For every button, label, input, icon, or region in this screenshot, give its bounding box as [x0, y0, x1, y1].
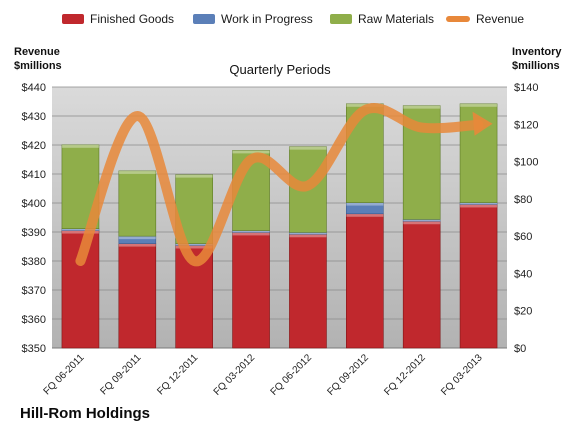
legend-label-raw-materials: Raw Materials	[358, 12, 435, 26]
legend-label-revenue: Revenue	[476, 12, 525, 26]
legend-item-raw-materials: Raw Materials	[330, 12, 434, 26]
right-tick-label: $80	[514, 194, 532, 206]
revenue-arrowhead	[472, 111, 493, 136]
x-tick-label: FQ 09-2012	[325, 352, 371, 398]
left-tick-label: $420	[22, 140, 46, 152]
bar-raw-materials	[118, 170, 157, 237]
legend-swatch-work-in-progress	[193, 14, 215, 24]
bar-finished-goods	[118, 243, 157, 349]
left-axis-title: Revenue $millions	[14, 45, 62, 73]
left-tick-label: $390	[22, 227, 46, 239]
right-axis-title-line-1: Inventory	[512, 46, 562, 58]
bar-finished-goods	[289, 233, 327, 349]
x-tick-label: FQ 09-2011	[98, 352, 143, 397]
bar-raw-materials-highlight	[118, 170, 156, 174]
bar-work-in-progress-highlight	[460, 202, 498, 205]
company-name: Hill-Rom Holdings	[20, 405, 150, 422]
legend-item-finished-goods: Finished Goods	[62, 12, 174, 26]
legend-label-work-in-progress: Work in Progress	[221, 12, 313, 26]
bar-raw-materials-highlight	[61, 144, 99, 148]
legend-swatch-revenue	[446, 16, 470, 22]
x-tick-label: FQ 06-2011	[42, 352, 87, 397]
legend-item-work-in-progress: Work in Progress	[193, 12, 313, 26]
right-tick-label: $60	[514, 231, 532, 243]
revenue-line	[75, 103, 484, 267]
right-axis-title: Inventory $millions	[512, 45, 562, 73]
bar-raw-materials-highlight	[460, 103, 498, 107]
left-tick-label: $400	[22, 198, 46, 210]
bar-work-in-progress-highlight	[403, 219, 441, 222]
left-tick-label: $380	[22, 256, 46, 268]
right-axis-title-line-2: $millions	[512, 60, 560, 72]
left-tick-label: $350	[22, 343, 46, 355]
bar-finished-goods-highlight	[61, 230, 99, 234]
legend-swatch-finished-goods	[62, 14, 84, 24]
legend-label-finished-goods: Finished Goods	[90, 12, 175, 26]
left-tick-label: $440	[22, 82, 46, 94]
bar-work-in-progress-highlight	[289, 232, 327, 235]
bar-raw-materials-highlight	[289, 146, 327, 150]
bar-work-in-progress-highlight	[232, 230, 270, 233]
bar-finished-goods-highlight	[403, 221, 441, 225]
right-tick-label: $20	[514, 306, 532, 318]
chart-subtitle: Quarterly Periods	[229, 62, 331, 77]
bar-work-in-progress-highlight	[118, 236, 156, 240]
left-axis-title-line-1: Revenue	[14, 46, 60, 58]
legend-item-revenue: Revenue	[446, 12, 524, 26]
bar-raw-materials-highlight	[232, 150, 270, 154]
bar-finished-goods-highlight	[289, 234, 327, 238]
legend-swatch-raw-materials	[330, 14, 352, 24]
bar-finished-goods-highlight	[232, 232, 270, 236]
bar-work-in-progress-highlight	[175, 243, 213, 246]
x-tick-label: FQ 03-2013	[439, 352, 485, 398]
bar-raw-materials-highlight	[403, 105, 441, 109]
bar-finished-goods	[346, 213, 384, 349]
bar-finished-goods	[402, 220, 441, 349]
legend: Finished Goods Work in Progress Raw Mate…	[0, 8, 576, 30]
right-tick-label: $140	[514, 82, 538, 94]
left-axis-title-line-2: $millions	[14, 60, 62, 72]
left-tick-label: $370	[22, 285, 46, 297]
x-tick-label: FQ 12-2012	[382, 352, 428, 398]
bar-finished-goods-highlight	[118, 243, 156, 247]
bar-finished-goods-highlight	[175, 245, 213, 249]
x-tick-label: FQ 06-2012	[269, 352, 315, 398]
left-tick-label: $430	[22, 111, 46, 123]
right-tick-label: $100	[514, 157, 538, 169]
left-tick-label: $360	[22, 314, 46, 326]
bar-finished-goods	[232, 232, 270, 349]
bar-finished-goods-highlight	[346, 213, 384, 217]
left-tick-label: $410	[22, 169, 46, 181]
right-tick-label: $40	[514, 268, 532, 280]
bar-finished-goods-highlight	[460, 204, 498, 208]
bar-work-in-progress-highlight	[346, 202, 384, 206]
right-tick-label: $120	[514, 119, 538, 131]
bar-work-in-progress-highlight	[61, 228, 99, 231]
x-tick-label: FQ 12-2011	[155, 352, 200, 397]
bar-raw-materials-highlight	[175, 174, 213, 178]
right-tick-label: $0	[514, 343, 526, 355]
x-tick-label: FQ 03-2012	[212, 352, 258, 398]
bar-raw-materials	[175, 174, 213, 244]
bar-finished-goods	[459, 204, 498, 349]
